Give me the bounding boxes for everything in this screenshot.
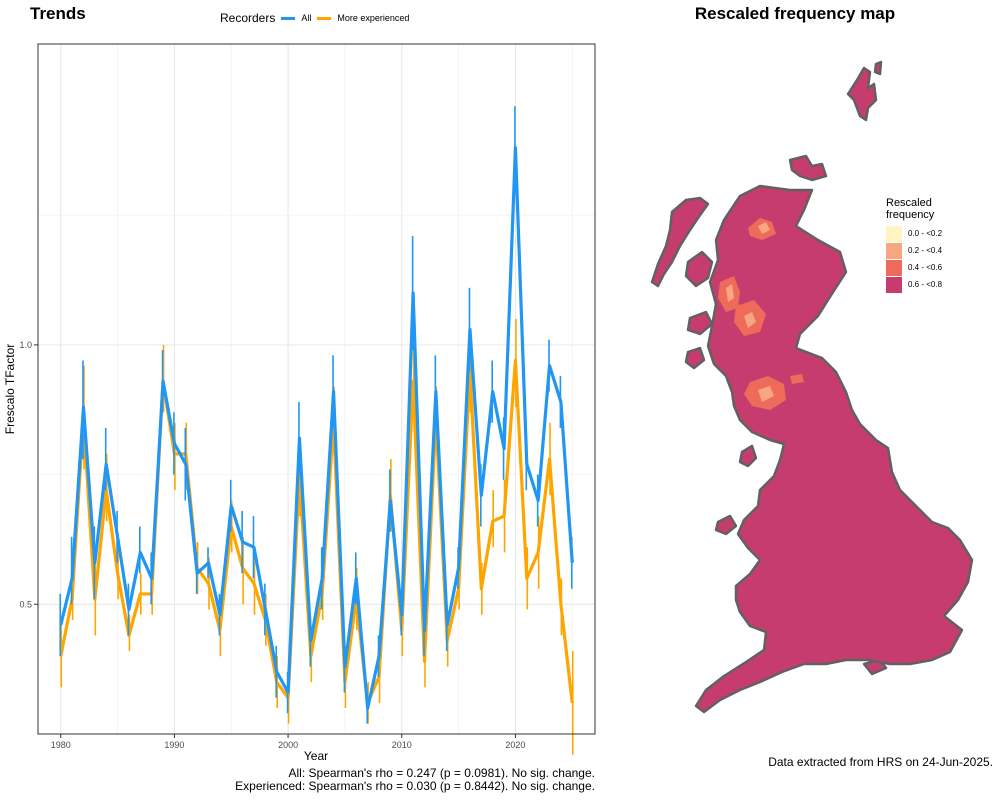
legend-swatch-experienced xyxy=(317,16,332,20)
chart-legend: Recorders All More experienced xyxy=(220,11,409,25)
legend-swatch-all xyxy=(281,16,296,20)
map-legend-title-line1: Rescaled xyxy=(886,197,932,209)
map-patch-west-highlands-core xyxy=(726,284,734,302)
map-legend-item-0: 0.0 - <0.2 xyxy=(886,225,942,242)
map-region-mainland xyxy=(694,184,974,714)
map-legend-label-0: 0.0 - <0.2 xyxy=(908,229,943,238)
x-tick-label: 2010 xyxy=(392,740,412,750)
y-tick-label: 0.5 xyxy=(19,599,32,609)
x-tick-label: 2020 xyxy=(505,740,525,750)
map-legend-item-3: 0.6 - <0.8 xyxy=(886,276,942,293)
map-patch-southern-uplands-core xyxy=(758,386,774,402)
trends-title: Trends xyxy=(30,4,86,23)
legend-item-experienced: More experienced xyxy=(317,13,409,23)
map-legend: Rescaled frequency 0.0 - <0.2 0.2 - <0.4… xyxy=(886,197,942,293)
map-region-mull xyxy=(686,310,714,336)
map-region-outer-hebrides xyxy=(650,196,710,288)
map-legend-swatch-0 xyxy=(886,225,902,242)
map-legend-swatch-1 xyxy=(886,242,902,259)
map-legend-item-2: 0.4 - <0.6 xyxy=(886,259,942,276)
ticks-layer: 1980 1990 2000 2010 2020 0.5 1.0 xyxy=(19,340,525,750)
map-legend-item-1: 0.2 - <0.4 xyxy=(886,242,942,259)
map-title: Rescaled frequency map xyxy=(694,4,896,23)
map-region-orkney xyxy=(788,154,828,182)
map-legend-title-line2: frequency xyxy=(886,209,935,221)
data-credit: Data extracted from HRS on 24-Jun-2025. xyxy=(768,755,993,769)
map-legend-label-1: 0.2 - <0.4 xyxy=(908,246,943,255)
map-patch-east-grampian xyxy=(790,374,804,384)
map-patch-north-coast-core xyxy=(758,222,770,234)
legend-item-all: All xyxy=(281,13,311,23)
plot-border xyxy=(37,43,596,735)
stats-experienced: Experienced: Spearman's rho = 0.030 (p =… xyxy=(235,779,595,793)
map-region-skye xyxy=(684,250,714,288)
y-tick-label: 1.0 xyxy=(19,340,32,350)
series-experienced xyxy=(59,318,574,755)
map-region-shetland-islet xyxy=(873,60,883,76)
y-axis-label: Frescalo TFactor xyxy=(3,344,17,434)
map-legend-swatch-2 xyxy=(886,259,902,276)
series-layer xyxy=(59,106,574,755)
map-legend-label-3: 0.6 - <0.8 xyxy=(908,280,943,289)
frequency-map xyxy=(650,60,974,714)
map-legend-label-2: 0.4 - <0.6 xyxy=(908,263,943,272)
map-region-isle-of-man xyxy=(738,444,758,468)
stats-all: All: Spearman's rho = 0.247 (p = 0.0981)… xyxy=(288,766,595,780)
legend-title: Recorders xyxy=(220,11,276,25)
series-line-experienced xyxy=(59,358,574,705)
map-legend-swatch-3 xyxy=(886,276,902,293)
x-axis-label: Year xyxy=(304,749,328,763)
map-region-anglesey xyxy=(714,514,738,536)
map-region-islay xyxy=(684,346,706,370)
map-patch-central-highlands-core xyxy=(744,312,756,328)
series-line-all xyxy=(59,146,574,710)
legend-label-experienced: More experienced xyxy=(337,13,410,23)
trends-chart: 1980 1990 2000 2010 2020 0.5 1.0 Year Frescalo… xyxy=(3,43,596,763)
legend-label-all: All xyxy=(301,13,312,23)
x-tick-label: 1990 xyxy=(164,740,184,750)
map-region-shetland xyxy=(846,66,878,122)
series-all xyxy=(59,106,574,724)
trend-statistics: All: Spearman's rho = 0.247 (p = 0.0981)… xyxy=(150,767,595,793)
x-tick-label: 1980 xyxy=(51,740,71,750)
x-tick-label: 2000 xyxy=(278,740,298,750)
